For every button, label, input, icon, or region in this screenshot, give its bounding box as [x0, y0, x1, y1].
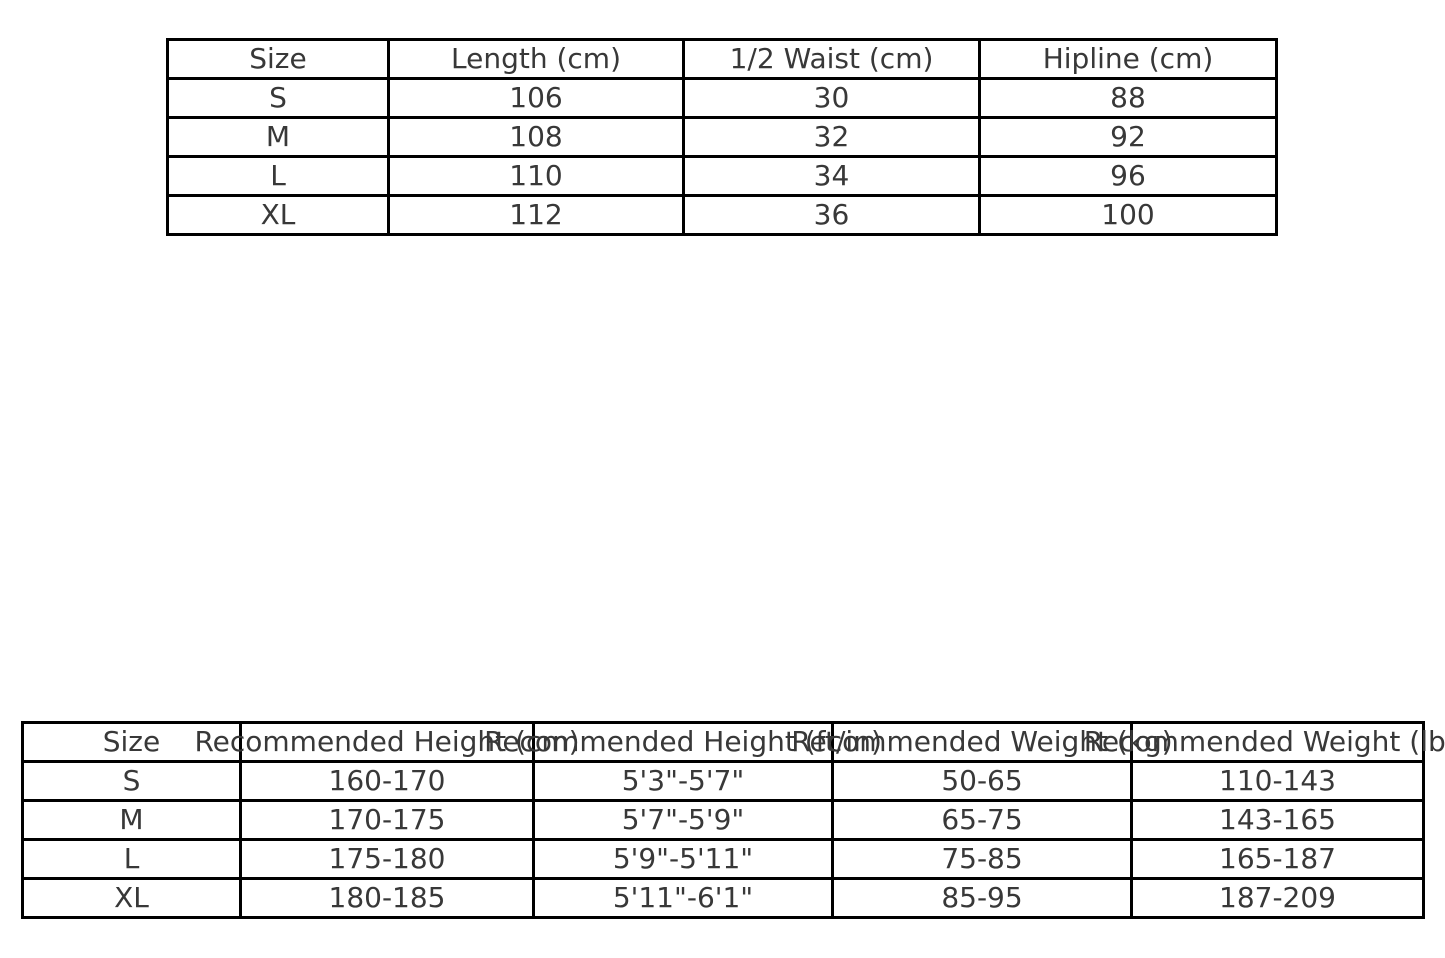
cell-value: L [123, 842, 140, 875]
table-cell: XL [24, 880, 239, 916]
cell-value: S [122, 764, 141, 797]
cell-value: 5'9"-5'11" [612, 842, 754, 875]
table-cell: 5'3"-5'7" [535, 763, 831, 799]
table-cell: 106 [390, 80, 682, 116]
size-recommendation-table: Size Recommended Height (cm) Recommended… [21, 721, 1445, 919]
header-cell-weight-kg: Recommended Weight (kg) [791, 724, 1173, 760]
cell-value: 5'7"-5'9" [621, 803, 745, 836]
table-cell: 34 [685, 158, 978, 194]
cell-value: 112 [509, 198, 563, 231]
cell-value: 34 [813, 159, 850, 192]
header-label: Recommended Height (ft/in) [484, 725, 882, 758]
table-cell: 88 [981, 80, 1275, 116]
table-cell: M [169, 119, 387, 155]
cell-value: M [265, 120, 291, 153]
table-cell: 165-187 [1133, 841, 1422, 877]
garment-measurements-table: Size Length (cm) 1/2 Waist (cm) Hipline … [166, 38, 1278, 236]
table-cell: 187-209 [1133, 880, 1422, 916]
cell-value: 32 [813, 120, 850, 153]
table-cell: 112 [390, 197, 682, 233]
table-cell: M [24, 802, 239, 838]
cell-value: 50-65 [941, 764, 1023, 797]
table-cell: 143-165 [1133, 802, 1422, 838]
table-cell: 110-143 [1133, 763, 1422, 799]
table-cell: 180-185 [242, 880, 532, 916]
header-label: Length (cm) [451, 42, 621, 75]
cell-value: 100 [1101, 198, 1155, 231]
table-cell: 36 [685, 197, 978, 233]
header-label: Recommended Height (cm) [194, 725, 580, 758]
table-cell: 32 [685, 119, 978, 155]
table-cell: 108 [390, 119, 682, 155]
cell-value: 110 [509, 159, 563, 192]
cell-value: 110-143 [1219, 764, 1336, 797]
cell-value: 75-85 [941, 842, 1023, 875]
cell-value: XL [260, 198, 296, 231]
cell-value: 160-170 [328, 764, 446, 797]
cell-value: 165-187 [1219, 842, 1336, 875]
cell-value: 85-95 [941, 881, 1023, 914]
table-cell: 170-175 [242, 802, 532, 838]
table-cell: 92 [981, 119, 1275, 155]
header-cell-hipline: Hipline (cm) [981, 41, 1275, 77]
cell-value: 143-165 [1219, 803, 1336, 836]
cell-value: 106 [509, 81, 563, 114]
table-cell: L [169, 158, 387, 194]
cell-value: M [119, 803, 144, 836]
header-cell-height-ft: Recommended Height (ft/in) [484, 724, 882, 760]
cell-value: 180-185 [328, 881, 446, 914]
table-cell: 160-170 [242, 763, 532, 799]
cell-value: 30 [813, 81, 850, 114]
cell-value: 108 [509, 120, 563, 153]
header-label: Hipline (cm) [1042, 42, 1214, 75]
table-cell: 5'9"-5'11" [535, 841, 831, 877]
header-label: Size [102, 725, 161, 758]
table-cell: 75-85 [834, 841, 1130, 877]
cell-value: 92 [1110, 120, 1146, 153]
cell-value: L [270, 159, 286, 192]
table-cell: 96 [981, 158, 1275, 194]
cell-value: S [269, 81, 287, 114]
header-label: 1/2 Waist (cm) [729, 42, 934, 75]
cell-value: 5'11"-6'1" [612, 881, 754, 914]
header-cell-height-cm: Recommended Height (cm) [194, 724, 580, 760]
table-cell: 175-180 [242, 841, 532, 877]
table-cell: S [169, 80, 387, 116]
header-label: Recommended Weight (kg) [791, 725, 1173, 758]
cell-value: 187-209 [1219, 881, 1336, 914]
table-cell: 110 [390, 158, 682, 194]
cell-value: 88 [1110, 81, 1146, 114]
cell-value: 36 [813, 198, 850, 231]
table-cell: 30 [685, 80, 978, 116]
table-cell: 5'7"-5'9" [535, 802, 831, 838]
table-cell: 85-95 [834, 880, 1130, 916]
table-cell: S [24, 763, 239, 799]
header-cell-weight-lbs: Recommended Weight (lbs) [1084, 724, 1445, 760]
table-cell: 100 [981, 197, 1275, 233]
header-cell-size: Size [169, 41, 387, 77]
header-label: Recommended Weight (lbs) [1083, 725, 1445, 758]
cell-value: 5'3"-5'7" [621, 764, 745, 797]
header-label: Size [249, 42, 307, 75]
table-cell: XL [169, 197, 387, 233]
table-cell: L [24, 841, 239, 877]
table-cell: 65-75 [834, 802, 1130, 838]
header-cell-length: Length (cm) [390, 41, 682, 77]
table-cell: 50-65 [834, 763, 1130, 799]
table-cell: 5'11"-6'1" [535, 880, 831, 916]
cell-value: 96 [1110, 159, 1146, 192]
cell-value: 175-180 [328, 842, 446, 875]
header-cell-half-waist: 1/2 Waist (cm) [685, 41, 978, 77]
cell-value: 65-75 [941, 803, 1023, 836]
header-cell-size: Size [24, 724, 239, 760]
cell-value: XL [114, 881, 149, 914]
cell-value: 170-175 [328, 803, 446, 836]
